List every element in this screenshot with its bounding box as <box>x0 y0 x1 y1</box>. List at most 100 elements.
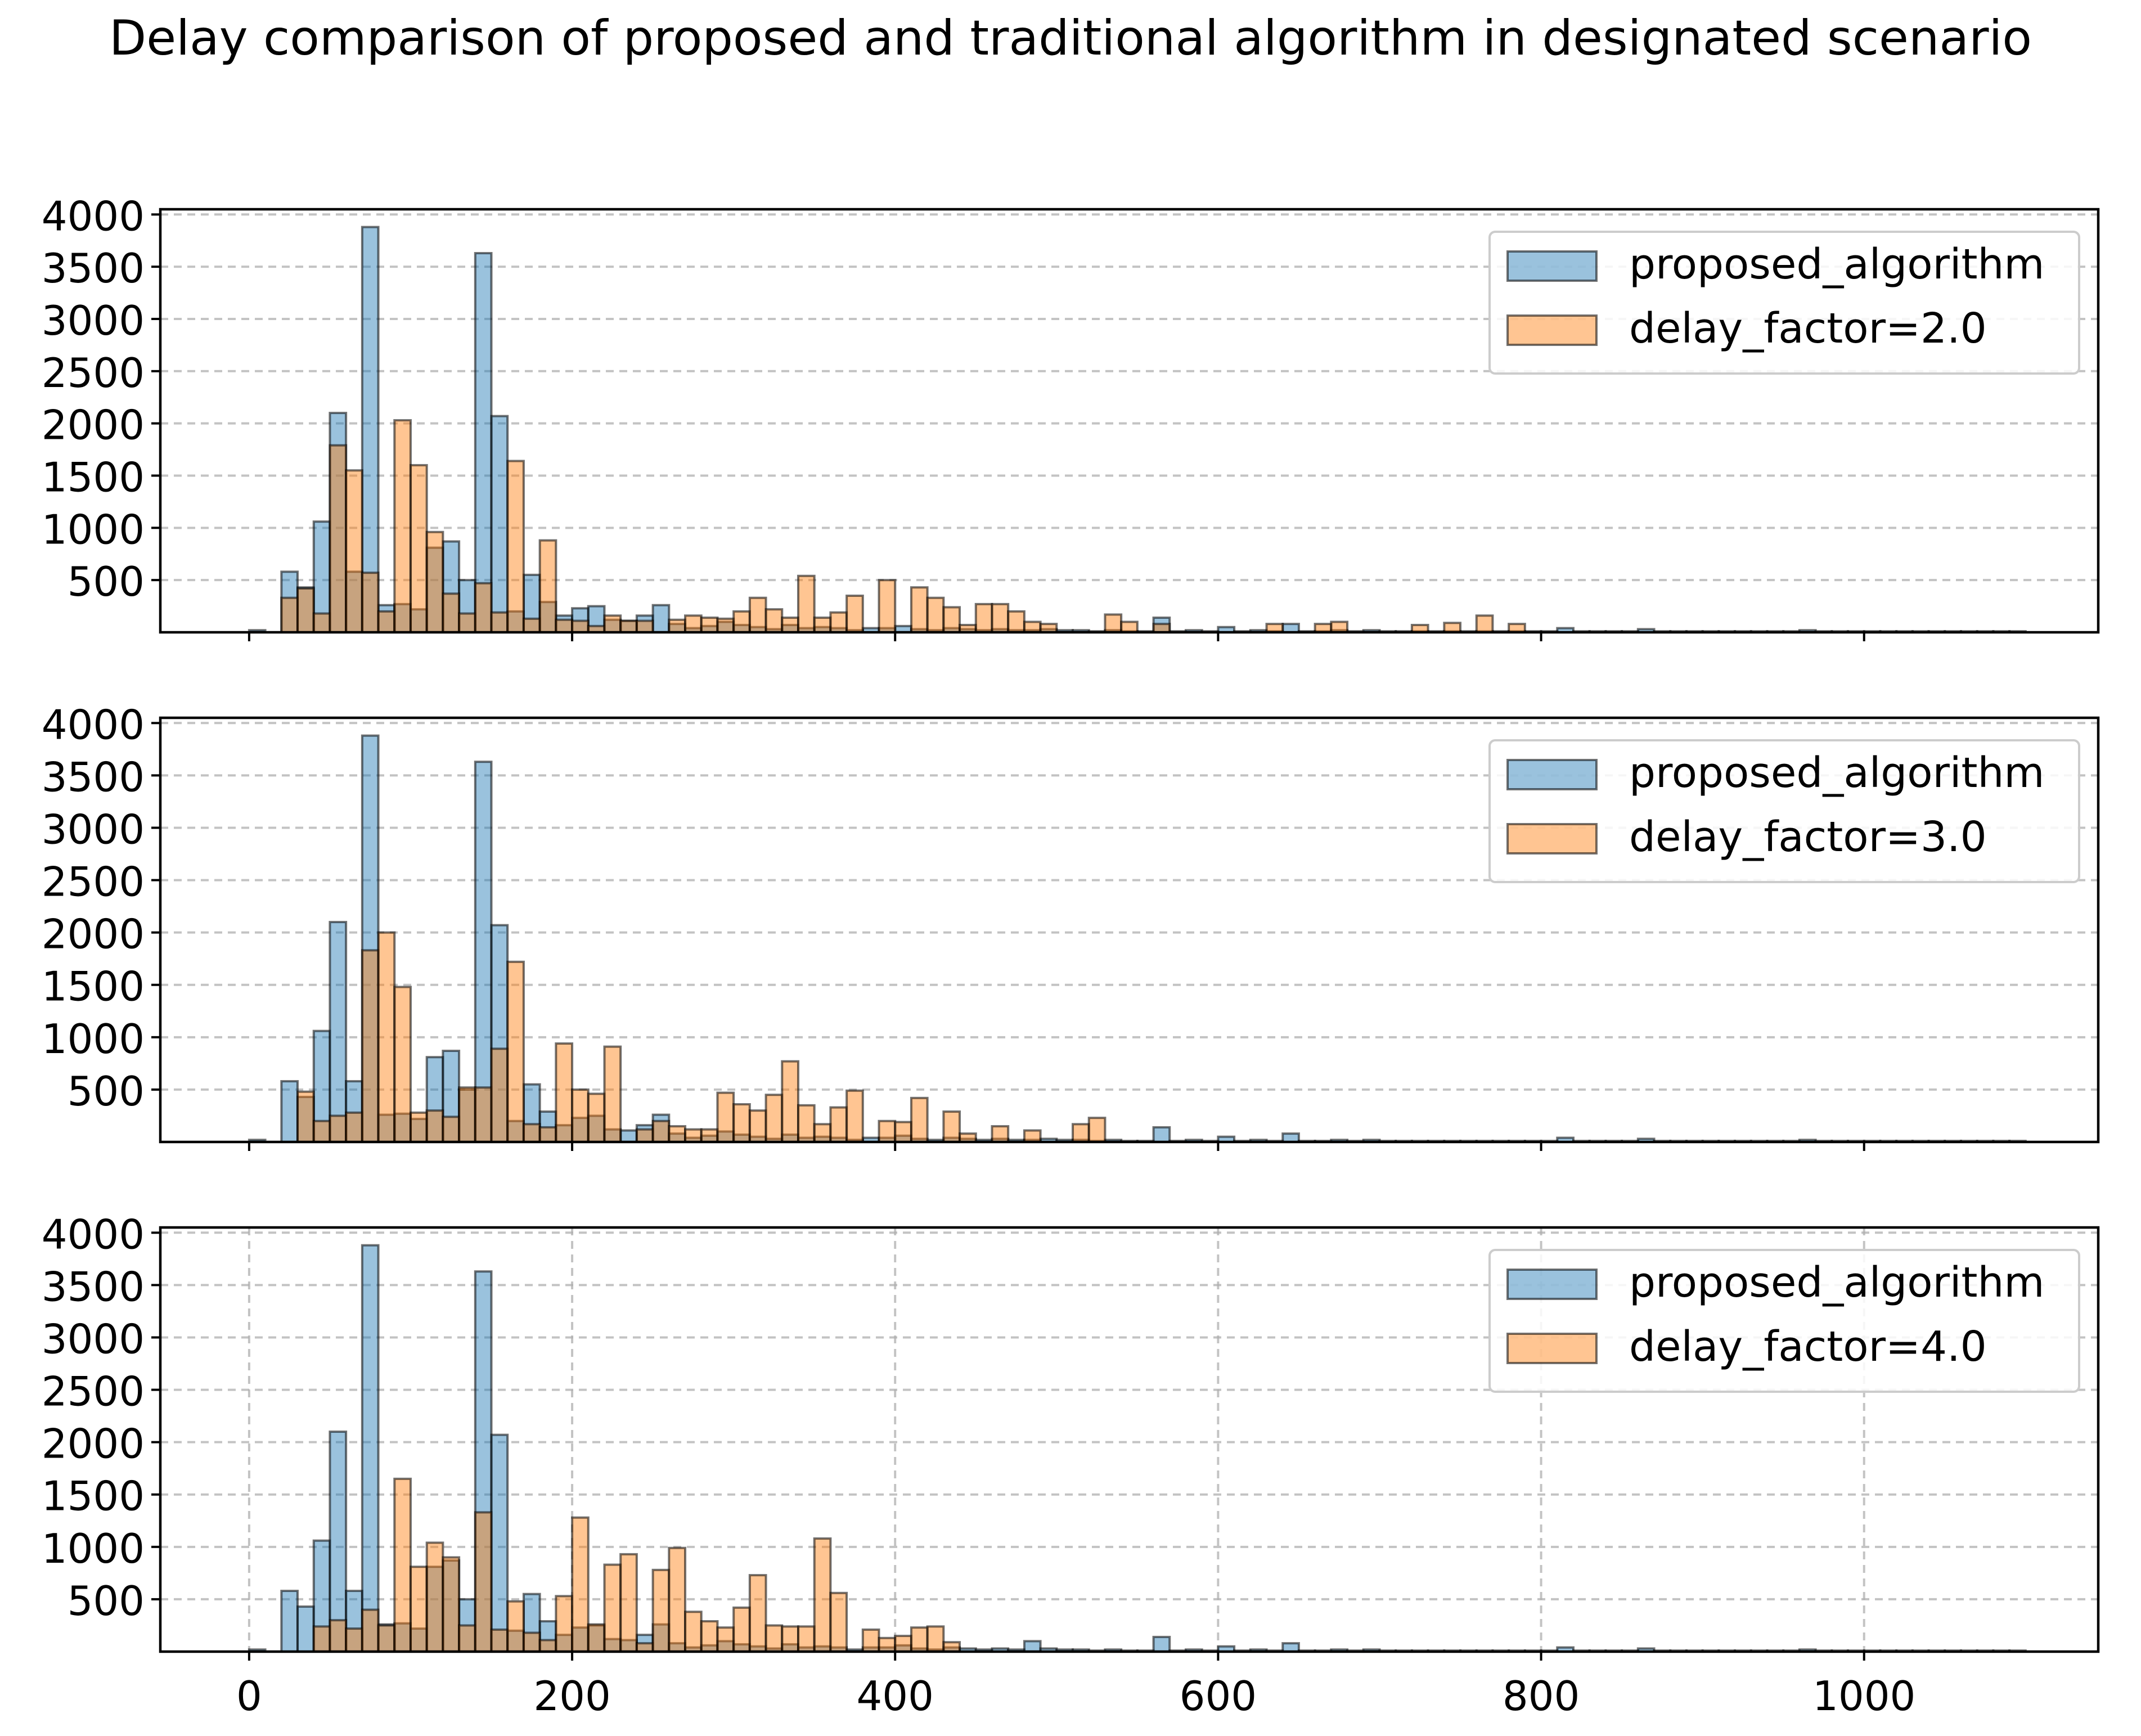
legend-swatch-traditional <box>1506 1333 1598 1364</box>
histogram-bar <box>490 1628 509 1653</box>
y-tick-label: 3000 <box>42 297 145 344</box>
figure-title: Delay comparison of proposed and traditi… <box>109 10 2032 66</box>
y-tick-label: 2000 <box>42 911 145 958</box>
histogram-bar <box>571 1088 590 1143</box>
histogram-bar <box>409 1566 428 1653</box>
histogram-bar <box>474 761 493 1144</box>
histogram-bar <box>732 1606 751 1653</box>
histogram-bar <box>425 1109 444 1144</box>
series-traditional <box>312 1477 961 1653</box>
histogram-bar <box>522 617 541 633</box>
y-tick-label: 1000 <box>42 506 145 553</box>
legend-box <box>1488 739 2080 883</box>
y-tick-label: 4000 <box>42 701 145 748</box>
y-tick-label: 1500 <box>42 453 145 501</box>
histogram-bar <box>361 226 380 633</box>
histogram-bar <box>942 1110 961 1144</box>
y-tick-label: 2500 <box>42 349 145 397</box>
histogram-bar <box>490 1047 509 1143</box>
histogram-bar <box>700 1128 719 1144</box>
histogram-bar <box>732 610 751 634</box>
histogram-bar <box>651 1119 671 1143</box>
legend-swatch-proposed <box>1506 759 1598 790</box>
y-tick-label: 1000 <box>42 1525 145 1572</box>
y-tick-label: 2500 <box>42 1368 145 1415</box>
histogram-bar <box>555 1042 574 1144</box>
histogram-bar <box>345 1627 363 1653</box>
histogram-bar <box>345 1111 363 1143</box>
histogram-bar <box>1023 1640 1042 1653</box>
histogram-bar <box>781 1625 799 1653</box>
histogram-bar <box>474 1511 493 1653</box>
legend-label-proposed: proposed_algorithm <box>1629 240 2044 289</box>
histogram-bar <box>329 444 348 633</box>
histogram-bar <box>393 986 412 1144</box>
histogram-bar <box>329 1619 348 1653</box>
histogram-bar <box>442 1116 461 1143</box>
histogram-bar <box>797 1625 816 1653</box>
histogram-bar <box>635 1128 654 1144</box>
legend-swatch-proposed <box>1506 250 1598 282</box>
series-traditional <box>296 931 1107 1144</box>
histogram-bar <box>458 612 476 633</box>
x-tick-label: 1000 <box>1812 1672 1915 1720</box>
legend-label-proposed: proposed_algorithm <box>1629 749 2044 797</box>
histogram-bar <box>878 1636 897 1653</box>
y-tick-label: 4000 <box>42 192 145 240</box>
histogram-bar <box>280 1590 299 1653</box>
histogram-bar <box>829 1591 848 1653</box>
histogram-bar <box>587 1623 606 1653</box>
histogram-bar <box>1104 613 1123 634</box>
histogram-bar <box>361 1244 380 1653</box>
histogram-bar <box>506 1119 525 1143</box>
histogram-bar <box>1443 622 1462 634</box>
histogram-bar <box>781 617 799 633</box>
histogram-bar <box>506 960 525 1143</box>
histogram-bar <box>555 618 574 633</box>
histogram-bar <box>425 1541 444 1653</box>
histogram-bar <box>490 611 509 633</box>
histogram-bar <box>910 586 929 634</box>
legend-label-proposed: proposed_algorithm <box>1629 1258 2044 1307</box>
histogram-bar <box>797 1104 816 1143</box>
histogram-bar <box>1152 1635 1171 1653</box>
histogram-bar <box>280 596 299 634</box>
histogram-bar <box>732 1103 751 1144</box>
histogram-bar <box>700 1620 719 1653</box>
legend-label-traditional: delay_factor=3.0 <box>1629 813 1987 861</box>
histogram-bar <box>377 610 396 634</box>
histogram-bar <box>393 419 412 633</box>
histogram-bar <box>797 574 816 634</box>
histogram-bar <box>894 1635 912 1653</box>
histogram-bar <box>635 619 654 634</box>
y-tick-label: 1000 <box>42 1015 145 1063</box>
histogram-bar <box>861 1628 880 1653</box>
histogram-bar <box>538 539 557 634</box>
panel-2: 500 1000 1500 2000 2500 3000 3500 4000 proposed_… <box>42 701 2100 1151</box>
histogram-bar <box>345 469 363 633</box>
histogram-bar <box>1007 610 1025 634</box>
histogram-bar <box>409 464 428 633</box>
panel-3: 500 1000 1500 2000 2500 3000 3500 4000 0 200 400 60… <box>42 1211 2100 1720</box>
histogram-bar <box>813 1123 832 1143</box>
histogram-bar <box>974 602 993 634</box>
histogram-bar <box>361 1608 380 1653</box>
histogram-bar <box>668 1125 687 1144</box>
histogram-bar <box>587 1092 606 1143</box>
histogram-bar <box>926 596 945 634</box>
histogram-bar <box>361 949 380 1143</box>
x-tick-label: 600 <box>1180 1672 1257 1720</box>
histogram-bar <box>748 1574 767 1653</box>
histogram-bar <box>1087 1117 1107 1144</box>
histogram-bar <box>619 1129 638 1144</box>
histogram-bar <box>329 1431 348 1653</box>
histogram-bar <box>474 251 493 634</box>
histogram-bar <box>716 1091 735 1144</box>
histogram-bar <box>571 1516 590 1653</box>
histogram-bar <box>1023 620 1042 634</box>
legend-box <box>1488 1249 2080 1393</box>
histogram-bar <box>603 1563 622 1653</box>
histogram-bar <box>991 602 1010 634</box>
histogram-bar <box>668 1546 687 1653</box>
